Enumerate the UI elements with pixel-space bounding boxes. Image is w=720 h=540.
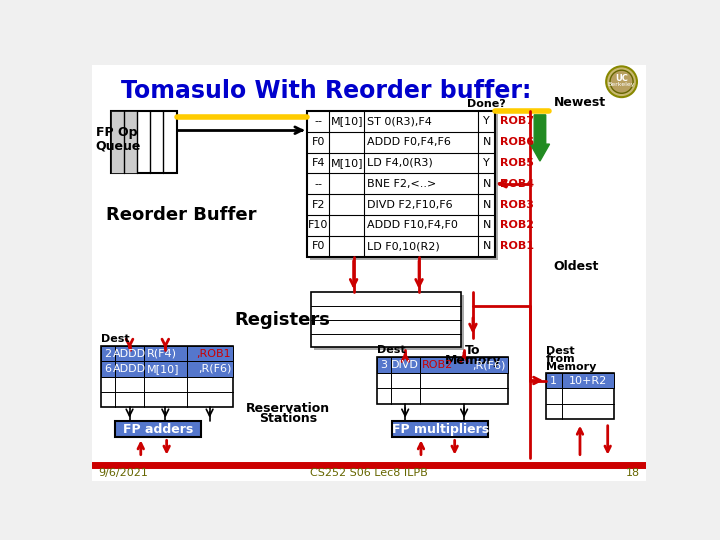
- FancyBboxPatch shape: [392, 421, 488, 437]
- Text: M[10]: M[10]: [146, 364, 179, 374]
- Text: F0: F0: [312, 137, 325, 147]
- Text: Oldest: Oldest: [554, 260, 599, 273]
- Text: ROB4: ROB4: [500, 179, 534, 189]
- Text: LD F4,0(R3): LD F4,0(R3): [367, 158, 433, 168]
- FancyBboxPatch shape: [390, 357, 420, 373]
- Text: N: N: [482, 137, 491, 147]
- FancyBboxPatch shape: [144, 361, 186, 377]
- FancyBboxPatch shape: [310, 114, 498, 260]
- FancyBboxPatch shape: [186, 346, 233, 361]
- FancyBboxPatch shape: [420, 357, 508, 373]
- Text: Reservation: Reservation: [246, 402, 330, 415]
- FancyBboxPatch shape: [144, 346, 186, 361]
- FancyBboxPatch shape: [562, 373, 614, 388]
- Text: 9/6/2021: 9/6/2021: [98, 468, 148, 478]
- Text: 10+R2: 10+R2: [569, 375, 607, 386]
- Text: To: To: [465, 345, 481, 357]
- FancyBboxPatch shape: [124, 111, 138, 173]
- Text: 3: 3: [380, 360, 387, 370]
- Text: DIVD: DIVD: [391, 360, 419, 370]
- Text: ,R(F6): ,R(F6): [473, 360, 506, 370]
- Text: F2: F2: [312, 200, 325, 210]
- Text: Memory: Memory: [546, 362, 596, 372]
- FancyBboxPatch shape: [546, 373, 562, 388]
- FancyBboxPatch shape: [115, 421, 201, 437]
- Text: ADDD F10,F4,F0: ADDD F10,F4,F0: [367, 220, 459, 231]
- FancyBboxPatch shape: [311, 292, 462, 347]
- Text: Dest: Dest: [101, 334, 130, 344]
- Text: 2: 2: [104, 348, 112, 359]
- Text: Queue: Queue: [96, 140, 141, 153]
- FancyArrow shape: [531, 115, 549, 161]
- Text: DIVD F2,F10,F6: DIVD F2,F10,F6: [367, 200, 453, 210]
- Text: FP multipliers: FP multipliers: [392, 422, 489, 436]
- Text: ROB2: ROB2: [500, 220, 534, 231]
- FancyBboxPatch shape: [186, 361, 233, 377]
- Text: Newest: Newest: [554, 97, 606, 110]
- FancyBboxPatch shape: [307, 111, 495, 256]
- Text: FP Op: FP Op: [96, 126, 137, 139]
- FancyBboxPatch shape: [92, 65, 647, 481]
- FancyBboxPatch shape: [101, 346, 233, 408]
- Text: ROB6: ROB6: [500, 137, 534, 147]
- FancyBboxPatch shape: [115, 361, 144, 377]
- Text: ROB5: ROB5: [500, 158, 534, 168]
- Text: Stations: Stations: [259, 413, 318, 426]
- FancyBboxPatch shape: [111, 111, 176, 173]
- Text: Done?: Done?: [467, 99, 506, 109]
- FancyBboxPatch shape: [546, 373, 614, 419]
- Text: 1: 1: [550, 375, 557, 386]
- Circle shape: [610, 70, 633, 93]
- Text: ADDD F0,F4,F6: ADDD F0,F4,F6: [367, 137, 451, 147]
- Text: N: N: [482, 200, 491, 210]
- Text: Tomasulo With Reorder buffer:: Tomasulo With Reorder buffer:: [121, 79, 531, 103]
- FancyBboxPatch shape: [377, 357, 508, 403]
- Text: Registers: Registers: [234, 310, 330, 329]
- Text: F10: F10: [308, 220, 328, 231]
- Text: ROB7: ROB7: [500, 117, 534, 126]
- Text: M[10]: M[10]: [330, 158, 363, 168]
- Text: R(F4): R(F4): [146, 348, 176, 359]
- Text: UC: UC: [615, 74, 628, 83]
- Text: BNE F2,<..>: BNE F2,<..>: [367, 179, 437, 189]
- Text: ROB2: ROB2: [422, 360, 454, 370]
- Text: M[10]: M[10]: [330, 117, 363, 126]
- FancyBboxPatch shape: [315, 295, 464, 350]
- Text: --: --: [314, 117, 322, 126]
- Text: F0: F0: [312, 241, 325, 251]
- Text: ,R(F6): ,R(F6): [198, 364, 231, 374]
- Text: ST 0(R3),F4: ST 0(R3),F4: [367, 117, 432, 126]
- Text: Berkeley: Berkeley: [608, 82, 635, 87]
- Text: N: N: [482, 220, 491, 231]
- FancyBboxPatch shape: [101, 361, 115, 377]
- Text: Memory: Memory: [445, 354, 501, 367]
- Text: Y: Y: [483, 158, 490, 168]
- Text: N: N: [482, 179, 491, 189]
- Text: 18: 18: [626, 468, 640, 478]
- Text: Reorder Buffer: Reorder Buffer: [106, 206, 256, 224]
- Text: ROB3: ROB3: [500, 200, 534, 210]
- Text: Y: Y: [483, 117, 490, 126]
- Text: from: from: [546, 354, 576, 364]
- Text: ADDD: ADDD: [113, 364, 146, 374]
- Text: ADDD: ADDD: [113, 348, 146, 359]
- Text: CS252 S06 Lec8 ILPB: CS252 S06 Lec8 ILPB: [310, 468, 428, 478]
- Text: LD F0,10(R2): LD F0,10(R2): [367, 241, 440, 251]
- FancyBboxPatch shape: [111, 111, 124, 173]
- Text: FP adders: FP adders: [123, 422, 193, 436]
- Text: F4: F4: [312, 158, 325, 168]
- Text: N: N: [482, 241, 491, 251]
- FancyBboxPatch shape: [377, 357, 390, 373]
- Text: ROB1: ROB1: [500, 241, 534, 251]
- FancyBboxPatch shape: [115, 346, 144, 361]
- FancyBboxPatch shape: [92, 65, 647, 481]
- Text: ,ROB1: ,ROB1: [197, 348, 231, 359]
- Text: Dest: Dest: [546, 346, 575, 356]
- Text: 6: 6: [104, 364, 112, 374]
- Text: --: --: [314, 179, 322, 189]
- Circle shape: [606, 66, 637, 97]
- FancyBboxPatch shape: [101, 346, 115, 361]
- Text: Dest: Dest: [377, 346, 405, 355]
